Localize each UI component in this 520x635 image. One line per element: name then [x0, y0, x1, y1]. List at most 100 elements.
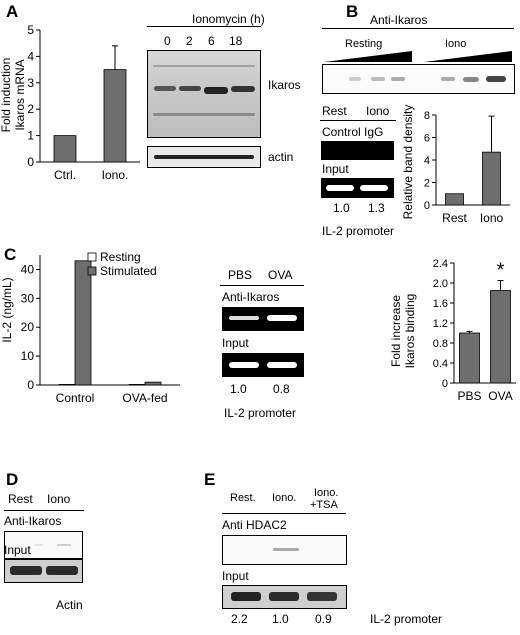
panel-c-quant-ova: 0.8: [273, 382, 290, 396]
panel-e-lane-rest: Rest.: [230, 492, 256, 504]
panel-c-bar-stimulated: [144, 381, 162, 386]
panel-c-legend-swatch: [87, 252, 97, 262]
panel-c-lane-divider: [220, 285, 304, 286]
panel-c-ylabel: IL-2 (ng/mL): [0, 277, 14, 342]
panel-d-footer: Actin: [56, 598, 83, 612]
panel-c-right-ytick-label: 0.8: [433, 338, 448, 350]
panel-b-ytick-label: 4: [424, 155, 430, 167]
panel-c-right-ytick-label: 2.4: [433, 258, 448, 270]
panel-b-group-resting: Resting: [345, 38, 383, 50]
panel-label-b: B: [346, 2, 359, 21]
panel-a-ylabel-1: Fold induction: [0, 58, 13, 133]
panel-a-ytick-label: 4: [27, 49, 34, 63]
panel-c-bar-stimulated: [74, 260, 92, 386]
panel-c-right-ytick-label: 2.0: [433, 278, 448, 290]
panel-b-bar: [445, 193, 464, 206]
panel-c-footer: IL-2 promoter: [224, 406, 297, 420]
panel-a-ytick-label: 2: [27, 102, 34, 116]
panel-c-il2-chart: IL-2 (ng/mL) 0 10 20 30 40 Control OVA-fed Rest…: [0, 250, 180, 405]
panel-c-right-ytick-label: 1.6: [433, 298, 448, 310]
panel-c-input-label: Input: [222, 336, 249, 350]
panel-b-xtick-label: Rest: [442, 211, 467, 225]
panel-e-lane-iono: Iono.: [272, 492, 297, 504]
panel-b-gradient-wedges: [324, 51, 512, 62]
panel-b-bar: [482, 151, 501, 206]
panel-c-right-xtick-label: PBS: [457, 389, 481, 403]
panel-b-ytick-label: 0: [424, 200, 430, 212]
panel-c-bar-resting: [58, 384, 76, 386]
panel-b-ytick-label: 2: [424, 178, 430, 190]
panel-b-xtick-label: Iono: [480, 211, 504, 225]
panel-c-r-ylabel-2: Ikaros binding: [403, 294, 417, 369]
panel-b-ytick-label: 6: [424, 133, 430, 145]
panel-label-d: D: [6, 470, 19, 489]
panel-b-input-label: Input: [322, 162, 349, 176]
panel-a-tp-18: 18: [229, 34, 243, 48]
panel-c-right-bar: [459, 332, 480, 384]
panel-a-tp-0: 0: [164, 34, 171, 48]
panel-b-title: Anti-Ikaros: [370, 13, 428, 27]
panel-d-input-label: Input: [4, 543, 31, 557]
panel-e-ab-gel: [222, 535, 347, 565]
panel-a-actin-label: actin: [268, 150, 294, 164]
panel-a-blot-title: Ionomycin (h): [192, 12, 265, 26]
panel-label-e: E: [204, 470, 216, 489]
panel-e-ab-label: Anti HDAC2: [222, 518, 287, 532]
panel-c-lane-pbs: PBS: [228, 268, 253, 282]
panel-a-ikaros-label: Ikaros: [268, 78, 301, 92]
panel-c-right-ytick-label: 0: [442, 378, 448, 390]
panel-d-ab-label: Anti-Ikaros: [4, 514, 62, 528]
panel-c-ytick-label: 40: [21, 262, 35, 276]
panel-c-ytick-label: 20: [21, 320, 35, 334]
panel-c-r-ylabel-1: Fold increase: [389, 295, 403, 367]
panel-c-bar-resting: [128, 384, 146, 386]
panel-d-lane-iono: Iono: [47, 492, 71, 506]
panel-d-ab-gel: [4, 531, 83, 559]
panel-c-input-gel: [222, 353, 304, 377]
panel-a-chart: Fold induction Ikaros mRNA 0 1 2 3 4 5 Ctrl. Io…: [0, 23, 140, 182]
panel-a-ytick-label: 0: [27, 155, 34, 169]
panel-b-input-gel: [321, 178, 394, 198]
panel-b-control-label: Control IgG: [322, 125, 384, 139]
panel-e-lane-tsa-2: +TSA: [310, 499, 338, 511]
panel-b-chart: Relative band density 0 2 4 6 8 Rest Iono: [401, 105, 510, 225]
panel-a-bar: [103, 69, 127, 163]
panel-c-xtick-label: OVA-fed: [122, 391, 167, 405]
panel-c-xtick-label: Control: [56, 391, 95, 405]
panel-c-quant-pbs: 1.0: [230, 382, 247, 396]
panel-c-right-xtick-label: OVA: [488, 389, 512, 403]
panel-a-actin-blot: [147, 146, 261, 168]
panel-c-ytick-label: 10: [21, 349, 35, 363]
panel-c-right-significance: *: [497, 260, 505, 282]
panel-e-footer: IL-2 promoter: [370, 612, 443, 626]
panel-c-right-ytick-label: 1.2: [433, 318, 448, 330]
panel-a-blot-divider: [147, 26, 261, 27]
panel-e-lane-divider: [222, 513, 346, 514]
panel-c-legend-resting: Resting: [100, 250, 141, 264]
panel-a-ytick-label: 5: [27, 23, 34, 37]
panel-e-quant-rest: 2.2: [231, 612, 248, 626]
panel-c-right-bar: [490, 290, 511, 384]
panel-b-group-iono: Iono: [445, 38, 467, 50]
panel-b-control-gel: [321, 141, 394, 160]
panel-c-right-ytick-label: 0.4: [433, 358, 448, 370]
panel-label-c: C: [4, 245, 17, 264]
panel-b-divider: [322, 28, 514, 29]
panel-b-chip-gel: [322, 64, 515, 94]
panel-e-input-gel: [222, 585, 347, 609]
panel-a-ytick-label: 1: [27, 129, 34, 143]
panel-b-ytick-label: 8: [424, 110, 430, 122]
panel-e-quant-tsa: 0.9: [315, 612, 332, 626]
panel-e-quant-iono: 1.0: [272, 612, 289, 626]
panel-b-lane-iono: Iono: [366, 104, 390, 118]
panel-c-ytick-label: 0: [27, 378, 34, 392]
panel-a-ytick-label: 3: [27, 76, 34, 90]
panel-d-lane-rest: Rest: [8, 492, 33, 506]
panel-e-input-label: Input: [222, 569, 249, 583]
panel-e-lane-tsa-1: Iono.: [314, 487, 339, 499]
panel-b-lane-rest: Rest: [322, 104, 347, 118]
panel-c-binding-chart: Fold increase Ikaros binding 0 0.4 0.8 1.2 1…: [389, 258, 516, 403]
panel-a-tp-6: 6: [208, 34, 215, 48]
panel-c-ab-label: Anti-Ikaros: [222, 290, 280, 304]
panel-a-tp-2: 2: [186, 34, 193, 48]
